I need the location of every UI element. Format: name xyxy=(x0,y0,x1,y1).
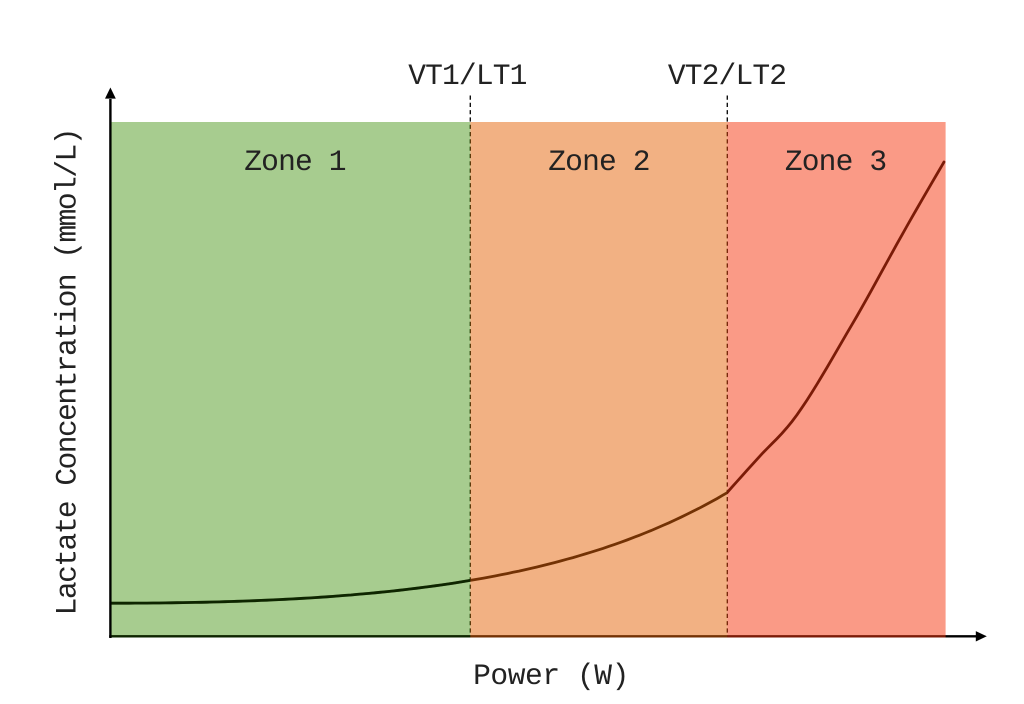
svg-text:Power (W): Power (W) xyxy=(473,659,629,693)
svg-text:VT1/LT1: VT1/LT1 xyxy=(408,59,526,93)
svg-text:Zone 1: Zone 1 xyxy=(244,145,346,179)
svg-text:Zone 3: Zone 3 xyxy=(785,145,886,179)
svg-text:Lactate Concentration (mmol/L): Lactate Concentration (mmol/L) xyxy=(51,129,85,615)
svg-text:VT2/LT2: VT2/LT2 xyxy=(668,59,786,93)
svg-text:Zone 2: Zone 2 xyxy=(548,145,649,179)
